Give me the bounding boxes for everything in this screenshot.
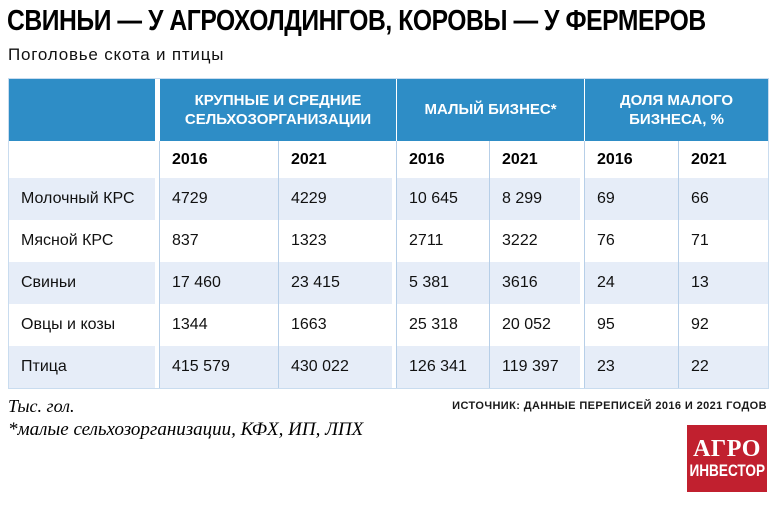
row-label: Овцы и козы bbox=[9, 304, 159, 346]
cell-value: 92 bbox=[678, 304, 768, 346]
table-group-header-row: КРУПНЫЕ И СРЕДНИЕ СЕЛЬХОЗОРГАНИЗАЦИИ МАЛ… bbox=[9, 79, 769, 141]
cell-value: 24 bbox=[584, 262, 678, 304]
group-header-large-medium-orgs: КРУПНЫЕ И СРЕДНИЕ СЕЛЬХОЗОРГАНИЗАЦИИ bbox=[159, 79, 397, 141]
footer-right: ИСТОЧНИК: ДАННЫЕ ПЕРЕПИСЕЙ 2016 И 2021 Г… bbox=[452, 396, 767, 492]
cell-value: 76 bbox=[584, 220, 678, 262]
page-title-text: СВИНЬИ — У АГРОХОЛДИНГОВ, КОРОВЫ — У ФЕР… bbox=[7, 5, 706, 37]
cell-value: 415 579 bbox=[159, 346, 278, 388]
cell-value: 837 bbox=[159, 220, 278, 262]
year-header: 2021 bbox=[678, 141, 768, 178]
asterisk-footnote: *малые сельхозорганизации, КФХ, ИП, ЛПХ bbox=[8, 419, 364, 440]
table-row: Мясной КРС 837 1323 2711 3222 76 71 bbox=[9, 220, 768, 262]
cell-value: 5 381 bbox=[396, 262, 489, 304]
table-row: Овцы и козы 1344 1663 25 318 20 052 95 9… bbox=[9, 304, 768, 346]
logo-agroinvestor: АГРО ИНВЕСТОР bbox=[687, 425, 767, 492]
source-note: ИСТОЧНИК: ДАННЫЕ ПЕРЕПИСЕЙ 2016 И 2021 Г… bbox=[452, 400, 767, 412]
year-header: 2021 bbox=[278, 141, 397, 178]
year-header: 2016 bbox=[396, 141, 489, 178]
cell-value: 430 022 bbox=[278, 346, 397, 388]
cell-value: 22 bbox=[678, 346, 768, 388]
cell-value: 23 bbox=[584, 346, 678, 388]
logo-text-agro: АГРО bbox=[693, 435, 761, 462]
cell-value: 119 397 bbox=[489, 346, 585, 388]
cell-value: 25 318 bbox=[396, 304, 489, 346]
cell-value: 1663 bbox=[278, 304, 397, 346]
cell-value: 20 052 bbox=[489, 304, 585, 346]
row-label: Молочный КРС bbox=[9, 178, 159, 220]
cell-value: 4229 bbox=[278, 178, 397, 220]
table-row: Птица 415 579 430 022 126 341 119 397 23… bbox=[9, 346, 769, 388]
cell-value: 2711 bbox=[396, 220, 489, 262]
page-subtitle: Поголовье скота и птицы bbox=[8, 45, 225, 64]
livestock-table: КРУПНЫЕ И СРЕДНИЕ СЕЛЬХОЗОРГАНИЗАЦИИ МАЛ… bbox=[8, 78, 770, 389]
infographic-page: СВИНЬИ — У АГРОХОЛДИНГОВ, КОРОВЫ — У ФЕР… bbox=[0, 5, 775, 506]
logo-text-investor: ИНВЕСТОР bbox=[689, 460, 765, 480]
year-header: 2021 bbox=[489, 141, 585, 178]
row-label: Мясной КРС bbox=[9, 220, 159, 262]
page-title: СВИНЬИ — У АГРОХОЛДИНГОВ, КОРОВЫ — У ФЕР… bbox=[7, 5, 775, 38]
cell-value: 1323 bbox=[278, 220, 397, 262]
cell-value: 23 415 bbox=[278, 262, 397, 304]
table-row: Свиньи 17 460 23 415 5 381 3616 24 13 bbox=[9, 262, 769, 304]
year-blank-cell bbox=[9, 141, 159, 178]
group-header-small-business-share: ДОЛЯ МАЛОГО БИЗНЕСА, % bbox=[584, 79, 769, 141]
row-label: Птица bbox=[9, 346, 159, 388]
corner-cell bbox=[9, 79, 159, 141]
cell-value: 66 bbox=[678, 178, 768, 220]
cell-value: 13 bbox=[678, 262, 768, 304]
cell-value: 4729 bbox=[159, 178, 278, 220]
cell-value: 1344 bbox=[159, 304, 278, 346]
year-header: 2016 bbox=[159, 141, 278, 178]
cell-value: 10 645 bbox=[396, 178, 489, 220]
group-header-small-business: МАЛЫЙ БИЗНЕС* bbox=[396, 79, 585, 141]
row-label: Свиньи bbox=[9, 262, 159, 304]
cell-value: 8 299 bbox=[489, 178, 585, 220]
table-year-header-row: 2016 2021 2016 2021 2016 2021 bbox=[9, 141, 769, 178]
cell-value: 95 bbox=[584, 304, 678, 346]
cell-value: 3222 bbox=[489, 220, 585, 262]
cell-value: 126 341 bbox=[396, 346, 489, 388]
cell-value: 71 bbox=[678, 220, 768, 262]
cell-value: 17 460 bbox=[159, 262, 278, 304]
cell-value: 3616 bbox=[489, 262, 585, 304]
footer: Тыс. гол. *малые сельхозорганизации, КФХ… bbox=[8, 396, 767, 492]
footnotes: Тыс. гол. *малые сельхозорганизации, КФХ… bbox=[8, 396, 363, 441]
table-row: Молочный КРС 4729 4229 10 645 8 299 69 6… bbox=[9, 178, 769, 220]
unit-note: Тыс. гол. bbox=[8, 396, 75, 416]
cell-value: 69 bbox=[584, 178, 678, 220]
year-header: 2016 bbox=[584, 141, 678, 178]
